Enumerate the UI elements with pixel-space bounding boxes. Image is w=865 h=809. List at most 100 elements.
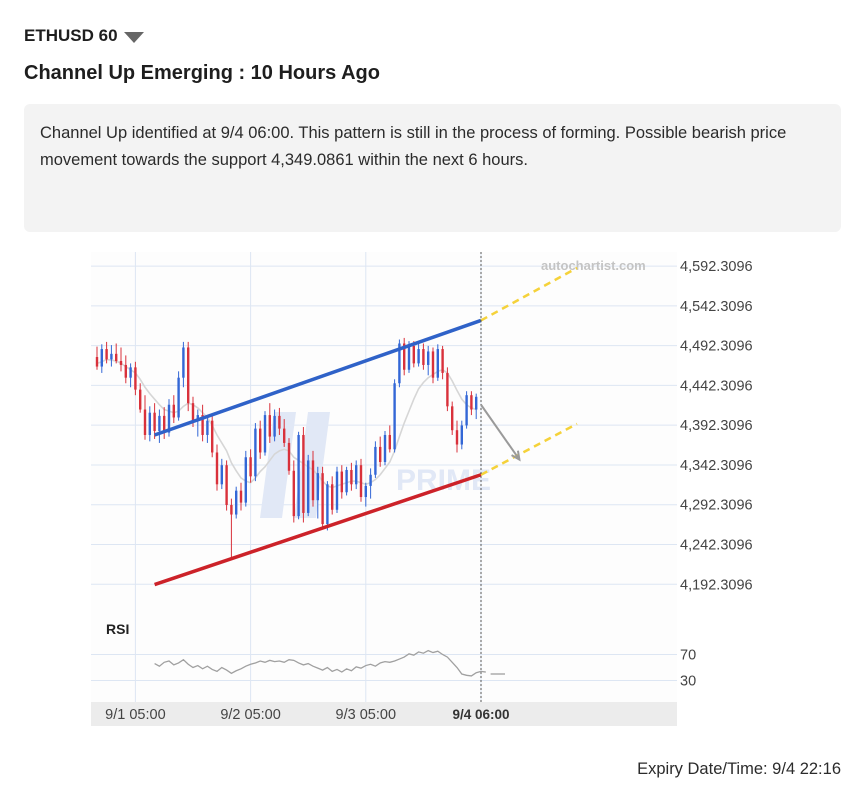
candle: [201, 404, 204, 442]
price-tick-label: 4,292.3096: [680, 498, 753, 514]
candle-body: [177, 377, 180, 418]
candle-body: [331, 484, 334, 510]
candle: [316, 466, 319, 519]
candle: [206, 415, 209, 443]
candle-body: [278, 415, 281, 429]
candle: [460, 420, 463, 450]
moving-average: [96, 358, 477, 489]
candle-body: [172, 404, 175, 418]
candle: [436, 344, 439, 381]
candle-body: [148, 412, 151, 435]
candle: [278, 407, 281, 435]
candle-body: [292, 470, 295, 517]
time-tick-label: 9/2 05:00: [220, 707, 280, 723]
candle-body: [403, 343, 406, 370]
candle-body: [158, 415, 161, 431]
candle: [393, 379, 396, 453]
candle-body: [350, 469, 353, 485]
candle-body: [215, 452, 219, 485]
watermark-text: autochartist.com: [541, 258, 646, 273]
rsi-tick-label: 70: [680, 648, 696, 664]
time-tick-label: 9/4 06:00: [452, 707, 509, 722]
candle-body: [307, 460, 310, 513]
candle: [451, 401, 454, 435]
candle-body: [230, 504, 233, 515]
time-axis-band: [91, 702, 677, 726]
candle: [355, 460, 358, 490]
symbol-label[interactable]: ETHUSD 60: [24, 26, 118, 45]
candle-body: [191, 403, 195, 421]
candle-body: [364, 485, 367, 498]
candle-body: [134, 367, 137, 390]
candle: [340, 465, 343, 499]
candle: [124, 355, 127, 384]
candle: [359, 458, 363, 502]
candle-body: [383, 434, 387, 463]
candle: [292, 460, 295, 523]
candle-body: [335, 471, 339, 510]
candle-body: [268, 415, 271, 437]
candle: [182, 341, 185, 388]
candle: [379, 436, 382, 467]
candle: [283, 419, 286, 447]
candle: [158, 409, 161, 443]
pattern-title: Channel Up Emerging : 10 Hours Ago: [24, 62, 380, 84]
candle-body: [455, 430, 459, 445]
price-tick-label: 4,442.3096: [680, 378, 753, 394]
symbol-selector[interactable]: ETHUSD 60: [24, 26, 144, 46]
candle-body: [431, 351, 435, 378]
candle: [388, 425, 391, 453]
candle: [134, 361, 137, 396]
candle-body: [124, 364, 127, 378]
candle: [273, 409, 276, 442]
candle-body: [263, 415, 267, 453]
candle-body: [153, 412, 156, 431]
candle-body: [259, 428, 262, 453]
candle: [398, 339, 401, 388]
time-tick-label: 9/1 05:00: [105, 707, 165, 723]
candle-body: [139, 389, 142, 410]
candle-body: [311, 460, 315, 501]
candle-body: [143, 409, 147, 435]
candle-body: [412, 345, 415, 364]
candle-body: [355, 465, 358, 485]
price-tick-label: 4,592.3096: [680, 259, 753, 275]
candle: [187, 341, 190, 412]
candle: [427, 345, 430, 376]
candle: [230, 498, 233, 559]
candle: [172, 395, 175, 424]
candle: [326, 481, 329, 531]
candle: [249, 449, 252, 483]
candle: [446, 367, 449, 412]
chart-background: [91, 252, 677, 726]
candle-body: [446, 372, 449, 407]
candle-body: [287, 442, 291, 471]
candle: [311, 450, 315, 507]
candle-body: [206, 420, 209, 435]
candle-body: [369, 474, 372, 486]
candle: [431, 347, 435, 384]
prime-watermark: PRIME: [396, 464, 491, 497]
candle-body: [451, 406, 454, 431]
caret-down-icon[interactable]: [123, 31, 144, 43]
candle: [470, 391, 473, 416]
candle-body: [465, 395, 468, 426]
description-text: Channel Up identified at 9/4 06:00. This…: [40, 124, 787, 169]
candle-body: [321, 473, 324, 525]
time-axis: 9/1 05:00 9/2 05:00 9/3 05:00 9/4 06:00: [91, 702, 677, 726]
prime-logo-mark: [260, 412, 296, 518]
rsi-label: RSI: [106, 621, 129, 637]
candle: [196, 409, 199, 437]
candle-body: [297, 434, 300, 517]
price-tick-label: 4,542.3096: [680, 299, 753, 315]
candle: [302, 427, 305, 523]
candle: [263, 411, 267, 456]
candle-body: [359, 465, 363, 498]
candle-body: [163, 415, 166, 433]
candle: [153, 403, 156, 439]
candle-body: [441, 349, 444, 373]
time-tick-label: 9/3 05:00: [336, 707, 396, 723]
candle: [417, 343, 420, 367]
candle-body: [201, 415, 204, 435]
candle-body: [225, 465, 228, 505]
